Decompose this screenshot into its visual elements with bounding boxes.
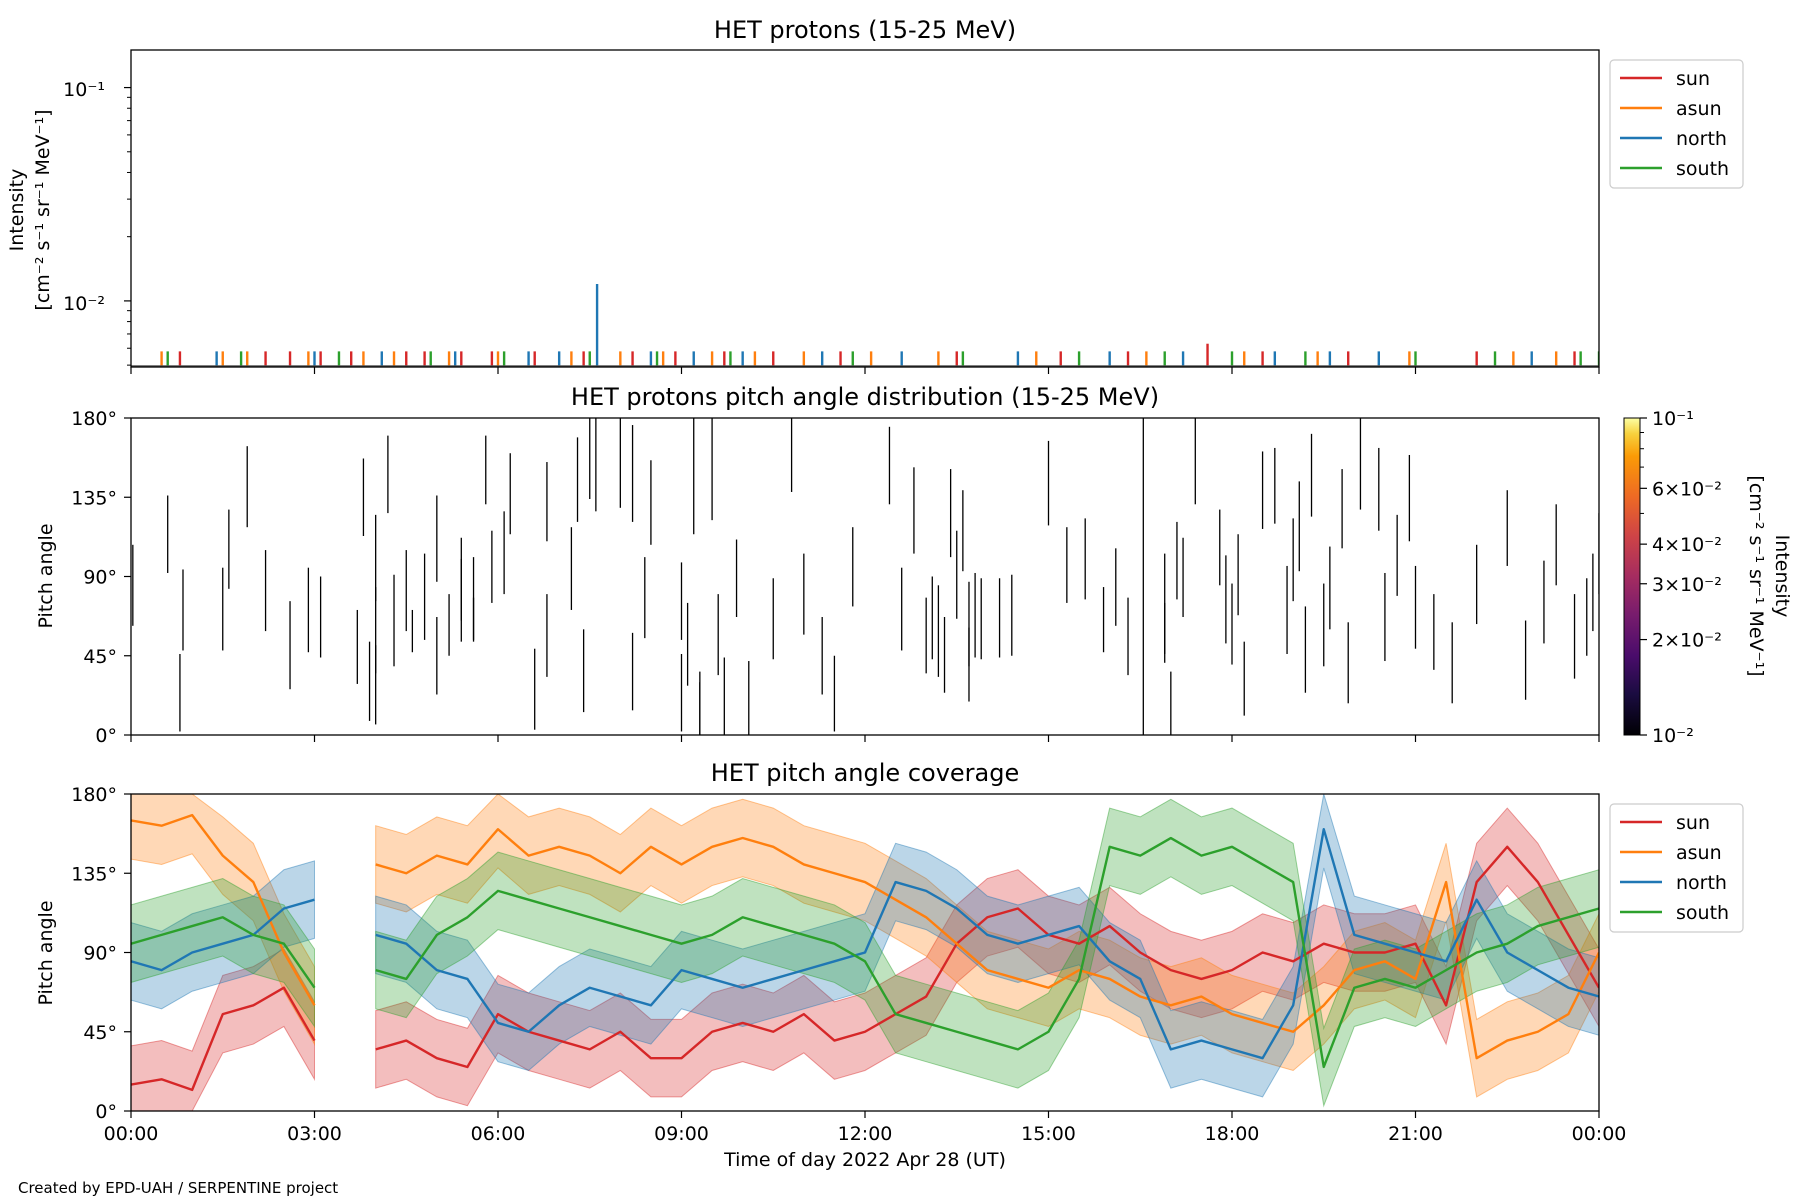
x-tick-label: 12:00 xyxy=(838,1123,893,1145)
legend-label-asun: asun xyxy=(1676,98,1722,120)
x-tick-label: 06:00 xyxy=(471,1123,526,1145)
intensity-ylabel-line1: Intensity xyxy=(6,169,28,252)
legend-label-sun: sun xyxy=(1676,68,1710,90)
coverage-band-sun xyxy=(131,948,315,1111)
x-tick-label: 00:00 xyxy=(104,1123,159,1145)
pitch-ytick-label: 0° xyxy=(95,1101,117,1123)
colorbar: 10⁻¹ 6×10⁻² 4×10⁻² 3×10⁻² 2×10⁻² 10⁻² Intensi… xyxy=(1623,408,1793,747)
colorbar-label-line2: [cm⁻² s⁻¹ sr⁻¹ MeV⁻¹] xyxy=(1745,475,1767,676)
coverage-x-ticks: 00:00 03:00 06:00 09:00 12:00 15:00 18:00 21:00… xyxy=(104,1111,1627,1145)
colorbar-gradient xyxy=(1623,417,1641,736)
coverage-y-ticks: 180° 135° 90° 45° 0° xyxy=(71,784,131,1123)
pitch-ytick-label: 135° xyxy=(71,863,117,885)
legend-label-south: south xyxy=(1676,902,1729,924)
pitch-ytick-label: 90° xyxy=(83,943,117,965)
coverage-plot-area xyxy=(131,794,1599,1111)
legend-label-sun: sun xyxy=(1676,812,1710,834)
pitch-ytick-label: 180° xyxy=(71,784,117,806)
coverage-line-sun xyxy=(131,986,316,1092)
colorbar-tick-label: 4×10⁻² xyxy=(1652,534,1722,556)
coverage-line-sun xyxy=(375,845,1599,1069)
coverage-legend: sun asun north south xyxy=(1609,803,1744,933)
intensity-ytick-label: 10⁻² xyxy=(63,293,105,315)
pitch-ytick-label: 135° xyxy=(71,487,117,509)
colorbar-tick-label: 2×10⁻² xyxy=(1652,630,1722,652)
intensity-axes-frame xyxy=(130,49,1600,368)
x-tick-label: 21:00 xyxy=(1388,1123,1443,1145)
intensity-panel: HET protons (15-25 MeV) 10⁻¹ 10⁻² Intens… xyxy=(6,16,1744,374)
intensity-ytick-label: 10⁻¹ xyxy=(63,79,105,101)
x-tick-label: 00:00 xyxy=(1572,1123,1627,1145)
coverage-band-asun xyxy=(131,794,315,1046)
intensity-legend-box xyxy=(1609,59,1744,189)
pad-panel-title: HET protons pitch angle distribution (15… xyxy=(571,383,1159,411)
coverage-line-south xyxy=(131,916,316,989)
coverage-line-south xyxy=(375,836,1599,1069)
pitch-ytick-label: 180° xyxy=(71,408,117,430)
coverage-band-south xyxy=(375,798,1599,1108)
x-axis-label: Time of day 2022 Apr 28 (UT) xyxy=(723,1149,1006,1171)
x-tick-label: 03:00 xyxy=(287,1123,342,1145)
pitch-ytick-label: 90° xyxy=(83,567,117,589)
x-tick-label: 15:00 xyxy=(1021,1123,1076,1145)
coverage-line-asun xyxy=(375,828,1599,1060)
pitch-ytick-label: 0° xyxy=(95,725,117,747)
intensity-x-ticks xyxy=(130,367,1600,374)
colorbar-tick-label: 6×10⁻² xyxy=(1652,478,1722,500)
legend-label-north: north xyxy=(1676,128,1727,150)
colorbar-tick-label: 3×10⁻² xyxy=(1652,574,1722,596)
pad-y-ticks: 180° 135° 90° 45° 0° xyxy=(71,408,131,747)
intensity-ylabel-line2: [cm⁻² s⁻¹ sr⁻¹ MeV⁻¹] xyxy=(32,109,54,310)
coverage-band-sun xyxy=(375,807,1599,1107)
coverage-band-north xyxy=(131,860,315,1010)
coverage-band-asun xyxy=(375,794,1599,1098)
intensity-y-ticks: 10⁻¹ 10⁻² xyxy=(63,79,131,366)
pitch-ytick-label: 45° xyxy=(83,1022,117,1044)
legend-label-south: south xyxy=(1676,158,1729,180)
colorbar-tick-label: 10⁻¹ xyxy=(1652,408,1694,430)
intensity-legend: sun asun north south xyxy=(1609,59,1744,189)
x-tick-label: 09:00 xyxy=(654,1123,709,1145)
coverage-line-north xyxy=(375,828,1599,1060)
coverage-panel: HET pitch angle coverage 180° 135° 90° 45° 0… xyxy=(35,759,1744,1171)
coverage-panel-title: HET pitch angle coverage xyxy=(711,759,1019,787)
coverage-legend-box xyxy=(1609,803,1744,933)
pad-x-ticks xyxy=(130,735,1600,742)
coverage-line-asun xyxy=(131,813,316,1006)
x-tick-label: 18:00 xyxy=(1205,1123,1260,1145)
intensity-panel-title: HET protons (15-25 MeV) xyxy=(714,16,1016,44)
legend-label-asun: asun xyxy=(1676,842,1722,864)
coverage-ylabel: Pitch angle xyxy=(35,900,57,1005)
intensity-plot-area xyxy=(131,284,1599,367)
pad-ylabel: Pitch angle xyxy=(35,523,57,628)
colorbar-tick-label: 10⁻² xyxy=(1652,725,1694,747)
colorbar-label-line1: Intensity xyxy=(1771,535,1793,618)
pitch-ytick-label: 45° xyxy=(83,646,117,668)
pad-panel: HET protons pitch angle distribution (15… xyxy=(35,383,1793,747)
coverage-band-north xyxy=(375,794,1599,1098)
coverage-line-north xyxy=(131,898,315,972)
legend-label-north: north xyxy=(1676,872,1727,894)
footer-credit: Created by EPD-UAH / SERPENTINE project xyxy=(18,1179,338,1197)
pad-plot-area xyxy=(132,418,1599,735)
colorbar-ticks: 10⁻¹ 6×10⁻² 4×10⁻² 3×10⁻² 2×10⁻² 10⁻² xyxy=(1640,408,1722,747)
